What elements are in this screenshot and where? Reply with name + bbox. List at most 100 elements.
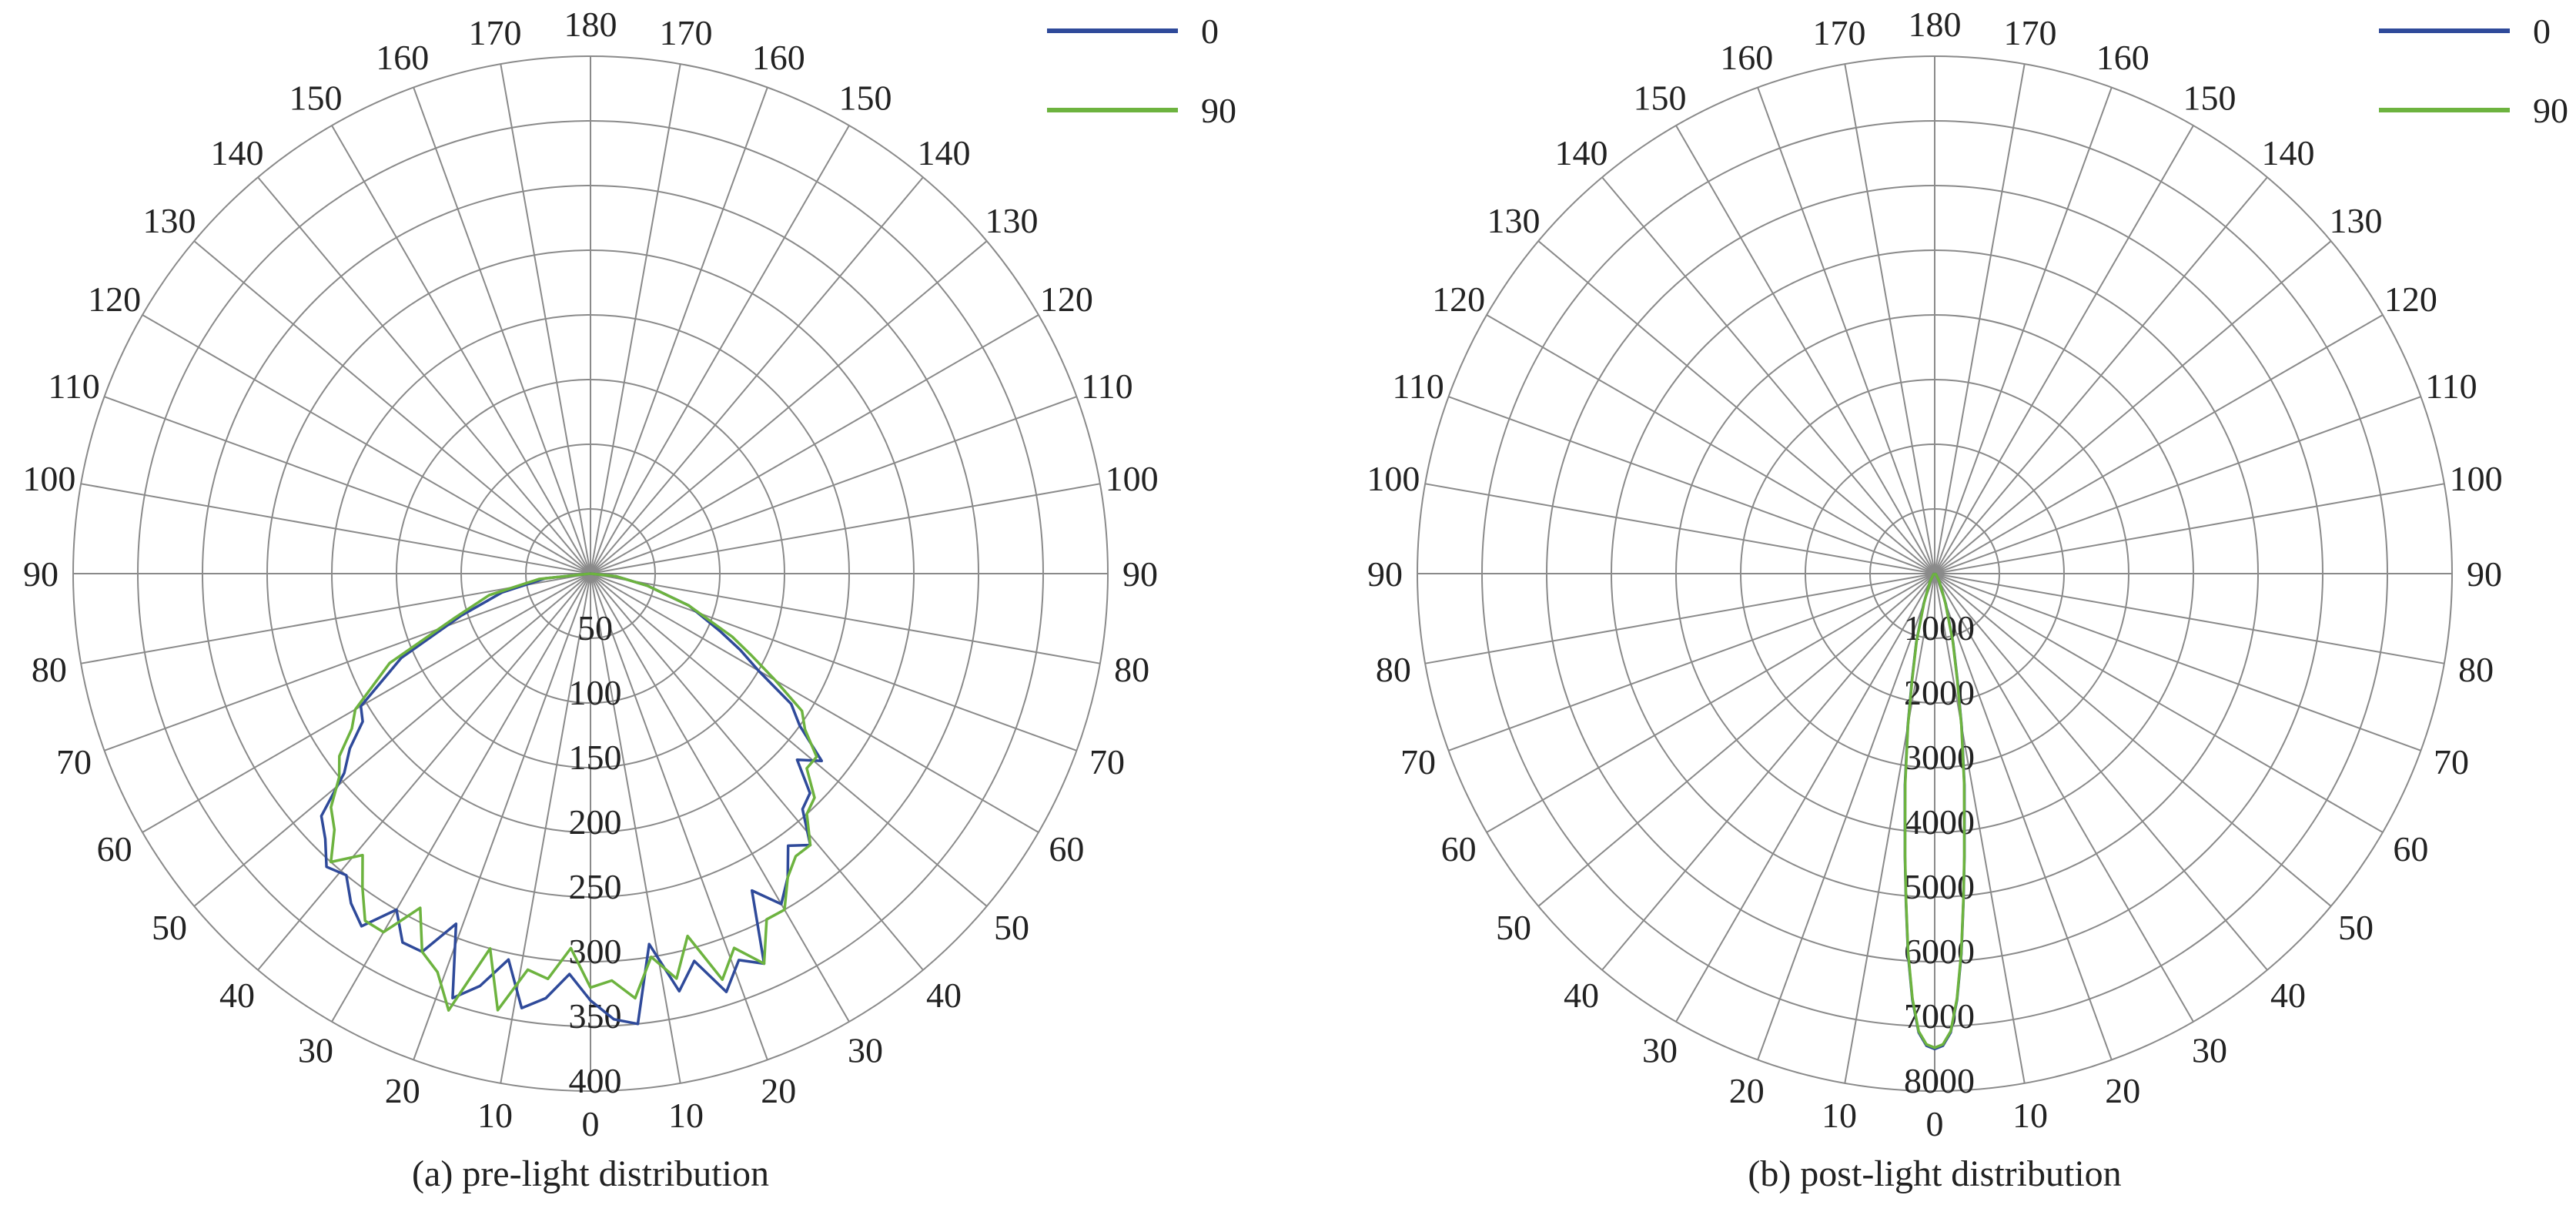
angle-tick-label: 30 bbox=[1642, 1030, 1678, 1069]
grid-spoke bbox=[331, 573, 591, 1023]
angle-tick-label: 180 bbox=[1909, 5, 1962, 44]
radial-tick-label: 2000 bbox=[1904, 673, 1975, 712]
grid-spoke bbox=[1425, 573, 1935, 664]
angle-tick-label: 100 bbox=[1367, 459, 1420, 498]
radial-tick-label: 100 bbox=[569, 673, 622, 712]
grid-spoke bbox=[1934, 87, 2113, 574]
chart-caption: (b) post-light distribution bbox=[1748, 1153, 2121, 1194]
angle-tick-label: 90 bbox=[1367, 554, 1403, 594]
angle-tick-label: 40 bbox=[926, 976, 962, 1015]
grid-spoke bbox=[590, 125, 850, 574]
angle-tick-label: 130 bbox=[1487, 201, 1541, 240]
grid-spoke bbox=[1934, 396, 2421, 574]
grid-spoke bbox=[590, 573, 924, 971]
grid-spoke bbox=[1934, 314, 2384, 574]
grid-spoke bbox=[590, 573, 1100, 664]
grid-spoke bbox=[1486, 573, 1935, 833]
series-line-90 bbox=[330, 572, 818, 1012]
grid-spoke bbox=[1425, 483, 1935, 574]
angle-tick-label: 0 bbox=[582, 1104, 600, 1143]
grid-spoke bbox=[1934, 573, 2268, 971]
angle-tick-label: 10 bbox=[2012, 1096, 2048, 1135]
angle-tick-label: 110 bbox=[48, 367, 99, 406]
angle-tick-label: 70 bbox=[1400, 742, 1436, 782]
radial-tick-label: 50 bbox=[577, 608, 613, 648]
chart-caption: (a) pre-light distribution bbox=[412, 1153, 769, 1194]
radial-tick-label: 150 bbox=[569, 738, 622, 777]
grid-spoke bbox=[331, 125, 591, 574]
grid-spoke bbox=[590, 64, 681, 574]
angle-tick-label: 160 bbox=[752, 38, 805, 77]
angle-tick-label: 20 bbox=[761, 1071, 796, 1110]
legend-label: 0 bbox=[1201, 12, 1219, 51]
grid-spoke bbox=[1934, 125, 2194, 574]
angle-tick-label: 150 bbox=[2183, 79, 2236, 118]
angle-tick-label: 50 bbox=[1496, 908, 1531, 947]
grid-spoke bbox=[1934, 240, 2332, 574]
grid-spoke bbox=[1844, 64, 1935, 574]
grid-spoke bbox=[142, 573, 591, 833]
grid-spoke bbox=[500, 64, 591, 574]
legend-label: 90 bbox=[2533, 91, 2568, 130]
grid-spoke bbox=[590, 396, 1077, 574]
grid-spoke bbox=[1757, 573, 1935, 1060]
grid-spoke bbox=[1934, 573, 2113, 1060]
grid-spoke bbox=[590, 314, 1039, 574]
angle-tick-label: 40 bbox=[2270, 976, 2306, 1015]
grid-spoke bbox=[1486, 314, 1935, 574]
grid-spoke bbox=[104, 396, 591, 574]
angle-tick-label: 10 bbox=[1822, 1096, 1857, 1135]
angle-tick-label: 10 bbox=[477, 1096, 513, 1135]
angle-tick-label: 110 bbox=[1081, 367, 1132, 406]
angle-tick-label: 40 bbox=[1564, 976, 1599, 1015]
radial-tick-label: 6000 bbox=[1904, 932, 1975, 971]
angle-tick-label: 70 bbox=[1089, 742, 1125, 782]
grid-spoke bbox=[193, 240, 591, 574]
angle-tick-label: 80 bbox=[1114, 650, 1149, 689]
angle-tick-label: 140 bbox=[917, 133, 970, 172]
radial-tick-label: 400 bbox=[569, 1061, 622, 1100]
angle-tick-label: 150 bbox=[839, 79, 892, 118]
grid-spoke bbox=[590, 573, 1077, 751]
angle-tick-label: 30 bbox=[298, 1030, 333, 1069]
angle-tick-label: 60 bbox=[1441, 829, 1477, 869]
grid-spoke bbox=[1934, 64, 2026, 574]
radial-tick-label: 250 bbox=[569, 867, 622, 906]
grid-spoke bbox=[1675, 125, 1935, 574]
legend-label: 0 bbox=[2533, 12, 2551, 51]
angle-tick-label: 170 bbox=[469, 13, 522, 52]
grid-spoke bbox=[590, 176, 924, 574]
angle-tick-label: 100 bbox=[22, 459, 75, 498]
angle-tick-label: 20 bbox=[385, 1071, 420, 1110]
angle-tick-label: 30 bbox=[2192, 1030, 2227, 1069]
angle-tick-label: 120 bbox=[1040, 279, 1093, 319]
angle-tick-label: 170 bbox=[2003, 13, 2056, 52]
grid-spoke bbox=[1448, 573, 1935, 751]
angle-tick-label: 60 bbox=[1049, 829, 1084, 869]
grid-spoke bbox=[193, 573, 591, 907]
angle-tick-label: 100 bbox=[1106, 459, 1159, 498]
grid-spoke bbox=[1934, 573, 2421, 751]
angle-tick-label: 180 bbox=[564, 5, 617, 44]
angle-tick-label: 70 bbox=[56, 742, 92, 782]
grid-spoke bbox=[590, 87, 768, 574]
grid-spoke bbox=[1934, 573, 2026, 1083]
grid-spoke bbox=[590, 573, 850, 1023]
grid-spoke bbox=[590, 483, 1100, 574]
angle-tick-label: 10 bbox=[668, 1096, 704, 1135]
angle-tick-label: 170 bbox=[1813, 13, 1866, 52]
angle-tick-label: 110 bbox=[2425, 367, 2477, 406]
angle-tick-label: 130 bbox=[985, 201, 1038, 240]
angle-tick-label: 60 bbox=[2393, 829, 2428, 869]
angle-tick-label: 120 bbox=[1432, 279, 1485, 319]
grid-spoke bbox=[413, 573, 591, 1060]
angle-tick-label: 50 bbox=[2338, 908, 2374, 947]
grid-spoke bbox=[590, 573, 681, 1083]
angle-tick-label: 110 bbox=[1392, 367, 1444, 406]
angle-tick-label: 40 bbox=[219, 976, 255, 1015]
angle-tick-label: 140 bbox=[1555, 133, 1608, 172]
grid-spoke bbox=[500, 573, 591, 1083]
grid-spoke bbox=[104, 573, 591, 751]
angle-tick-label: 150 bbox=[289, 79, 343, 118]
